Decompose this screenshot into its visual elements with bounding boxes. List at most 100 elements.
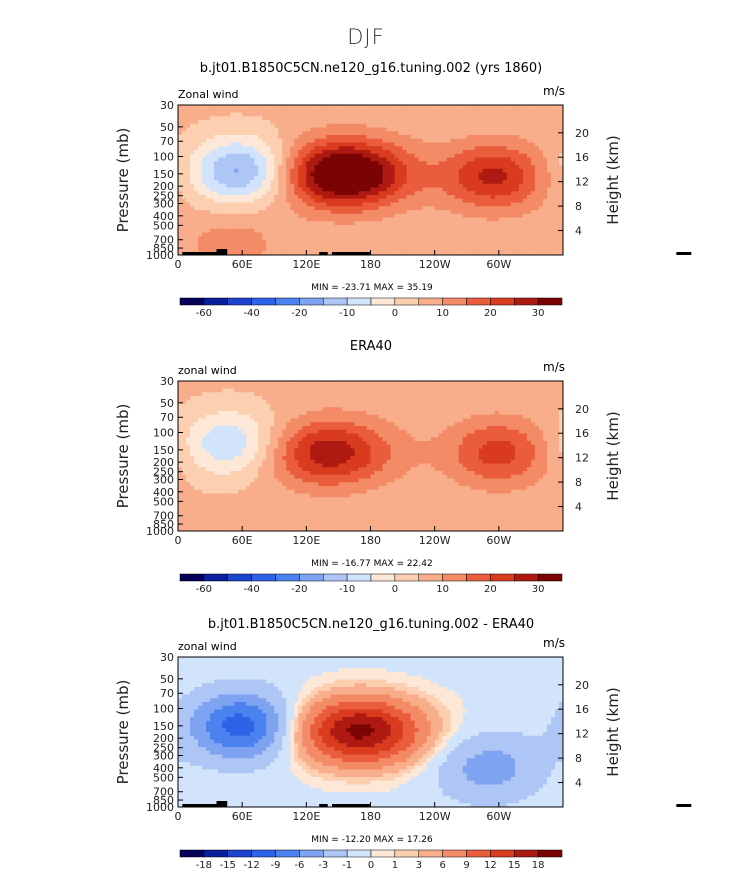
contour-cell: [278, 213, 283, 219]
contour-cell: [434, 213, 440, 219]
contour-cell: [370, 210, 376, 215]
contour-cell: [546, 225, 552, 230]
contour-cell: [318, 217, 323, 222]
contour-cell: [486, 221, 492, 226]
contour-cell: [226, 112, 231, 117]
contour-cell: [342, 123, 348, 129]
contour-cell: [298, 381, 303, 386]
contour-cell: [546, 142, 552, 147]
contour-cell: [334, 168, 340, 174]
contour-cell: [318, 384, 323, 390]
contour-cell: [458, 210, 464, 215]
contour-cell: [294, 243, 299, 249]
contour-cell: [290, 251, 295, 255]
contour-cell: [258, 146, 263, 151]
contour-cell: [486, 168, 492, 174]
contour-cell: [414, 172, 420, 177]
contour-cell: [518, 112, 524, 117]
contour-cell: [230, 202, 235, 207]
contour-cell: [186, 236, 191, 241]
contour-cell: [538, 165, 544, 170]
contour-cell: [322, 392, 327, 397]
contour-cell: [286, 168, 291, 174]
contour-cell: [550, 142, 556, 147]
y-tick-label: 500: [153, 219, 174, 232]
colorbar-label: -10: [339, 308, 355, 319]
contour-cell: [526, 108, 532, 114]
contour-cell: [258, 131, 263, 136]
contour-cell: [206, 225, 211, 230]
contour-cell: [306, 407, 311, 412]
contour-cell: [438, 399, 444, 405]
contour-cell: [178, 168, 183, 174]
contour-cell: [378, 232, 384, 237]
contour-cell: [458, 116, 464, 121]
contour-cell: [222, 112, 227, 117]
contour-cell: [490, 217, 496, 222]
contour-cell: [554, 225, 560, 230]
contour-cell: [282, 138, 287, 144]
contour-cell: [322, 206, 327, 211]
contour-cell: [278, 191, 283, 196]
contour-cell: [270, 228, 275, 234]
contour-cell: [526, 120, 532, 125]
contour-cell: [514, 213, 520, 219]
contour-cell: [478, 384, 484, 390]
contour-cell: [418, 195, 424, 200]
contour-cell: [178, 105, 183, 110]
contour-cell: [530, 388, 536, 393]
contour-cell: [214, 418, 219, 423]
contour-cell: [270, 105, 275, 110]
contour-cell: [226, 221, 231, 226]
contour-cell: [394, 138, 400, 144]
contour-cell: [186, 206, 191, 211]
contour-cell: [226, 172, 231, 177]
contour-cell: [278, 403, 283, 408]
contour-cell: [346, 168, 352, 174]
contour-cell: [370, 131, 376, 136]
contour-cell: [274, 127, 279, 132]
contour-cell: [494, 210, 500, 215]
contour-cell: [470, 105, 476, 110]
contour-cell: [422, 142, 428, 147]
contour-cell: [514, 112, 520, 117]
contour-cell: [386, 221, 392, 226]
contour-cell: [554, 153, 560, 159]
contour-cell: [418, 127, 424, 132]
contour-cell: [546, 176, 552, 181]
contour-cell: [438, 396, 444, 401]
contour-cell: [522, 116, 528, 121]
contour-cell: [358, 165, 364, 170]
contour-cell: [550, 213, 556, 219]
contour-cell: [406, 150, 412, 155]
contour-cell: [498, 123, 504, 129]
contour-cell: [462, 161, 468, 166]
contour-cell: [386, 142, 392, 147]
contour-cell: [526, 221, 532, 226]
contour-cell: [382, 384, 388, 390]
contour-cell: [338, 120, 344, 125]
contour-cell: [298, 225, 303, 230]
contour-cell: [214, 381, 219, 386]
contour-cell: [374, 198, 380, 204]
contour-cell: [478, 191, 484, 196]
contour-cell: [410, 198, 416, 204]
contour-cell: [246, 202, 251, 207]
contour-cell: [238, 123, 243, 129]
contour-cell: [550, 112, 556, 117]
contour-cell: [314, 225, 319, 230]
contour-cell: [310, 183, 315, 189]
contour-cell: [354, 138, 360, 144]
contour-cell: [230, 123, 235, 129]
contour-cell: [486, 384, 492, 390]
contour-cell: [218, 172, 223, 177]
contour-cell: [290, 396, 295, 401]
contour-cell: [246, 116, 251, 121]
contour-cell: [490, 123, 496, 129]
contour-cell: [482, 146, 488, 151]
contour-cell: [306, 236, 311, 241]
contour-cell: [530, 381, 536, 386]
contour-cell: [230, 183, 235, 189]
colorbar-label: -20: [291, 308, 307, 319]
contour-cell: [554, 142, 560, 147]
